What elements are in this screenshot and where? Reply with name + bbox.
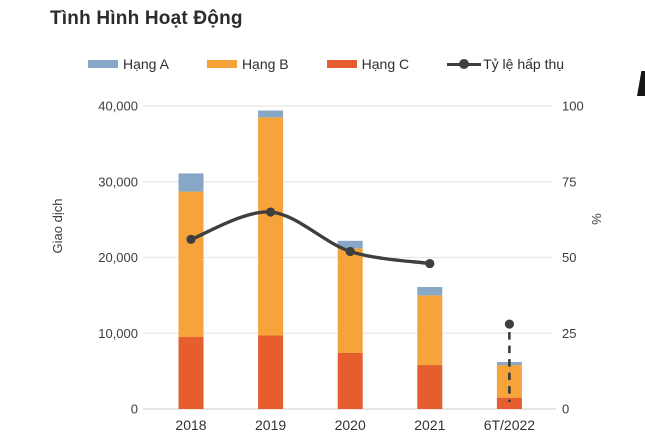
legend-item-3: Hạng C [326, 56, 410, 72]
legend-swatch-icon [326, 60, 357, 68]
chart-legend: Hạng A Hạng B Hạng C Tỷ lệ hấp thụ [88, 55, 564, 73]
left-axis-tick-label: 20,000 [98, 250, 138, 265]
absorption-point-2019 [266, 207, 276, 217]
left-axis-tick-label: 10,000 [98, 326, 138, 341]
bar-segment-hạng-c-2021 [417, 365, 443, 409]
chart-title: Tình Hình Hoạt Động [50, 8, 243, 29]
left-axis-tick-label: 40,000 [98, 99, 138, 114]
x-axis-tick-label: 6T/2022 [484, 417, 536, 433]
bar-segment-hạng-b-2019 [258, 117, 284, 336]
clipped-watermark-glyph [637, 71, 645, 96]
right-axis-title: % [589, 213, 604, 225]
x-axis-tick-label: 2018 [175, 417, 206, 433]
legend-label: Hạng A [123, 56, 169, 72]
right-axis-tick-label: 25 [562, 326, 576, 341]
right-axis-tick-label: 100 [562, 99, 584, 114]
bar-segment-hạng-c-2018 [178, 337, 204, 409]
legend-label: Tỷ lệ hấp thụ [483, 56, 565, 72]
bar-segment-hạng-c-2020 [337, 352, 363, 409]
absorption-rate-line [189, 210, 432, 266]
bar-segment-hạng-b-2020 [337, 248, 363, 353]
bar-segment-hạng-b-2018 [178, 191, 204, 338]
legend-item-4: Tỷ lệ hấp thụ [447, 56, 564, 72]
projection-point-6t-2022 [504, 319, 514, 329]
x-axis-tick-label: 2019 [255, 417, 286, 433]
bar-segment-hạng-c-2019 [258, 335, 284, 409]
legend-item-1: Hạng A [88, 56, 169, 72]
x-axis-tick-label: 2020 [335, 417, 366, 433]
legend-label: Hạng C [361, 56, 410, 72]
right-axis-tick-label: 75 [562, 174, 576, 189]
absorption-point-2021 [425, 258, 435, 269]
absorption-point-2020 [345, 246, 355, 257]
bar-segment-hạng-a-2020 [337, 240, 363, 249]
legend-swatch-icon [88, 60, 118, 68]
left-axis-tick-label: 30,000 [98, 174, 138, 189]
absorption-point-2018 [186, 234, 196, 244]
legend-line-dot-icon [447, 59, 482, 69]
bar-segment-hạng-a-2019 [258, 110, 284, 118]
legend-swatch-icon [206, 60, 237, 68]
x-axis-tick-label: 2021 [414, 417, 445, 433]
bar-segment-hạng-a-2018 [178, 173, 204, 192]
left-axis-tick-label: 0 [131, 402, 138, 417]
bar-segment-hạng-b-2021 [417, 295, 443, 366]
legend-item-2: Hạng B [206, 56, 289, 72]
right-axis-tick-label: 0 [562, 402, 569, 417]
legend-label: Hạng B [241, 56, 289, 72]
right-axis-tick-label: 50 [562, 250, 576, 265]
bar-segment-hạng-c-6T-2022 [496, 397, 522, 409]
left-axis-title: Giao dịch [50, 199, 65, 254]
bar-segment-hạng-a-2021 [417, 287, 443, 296]
